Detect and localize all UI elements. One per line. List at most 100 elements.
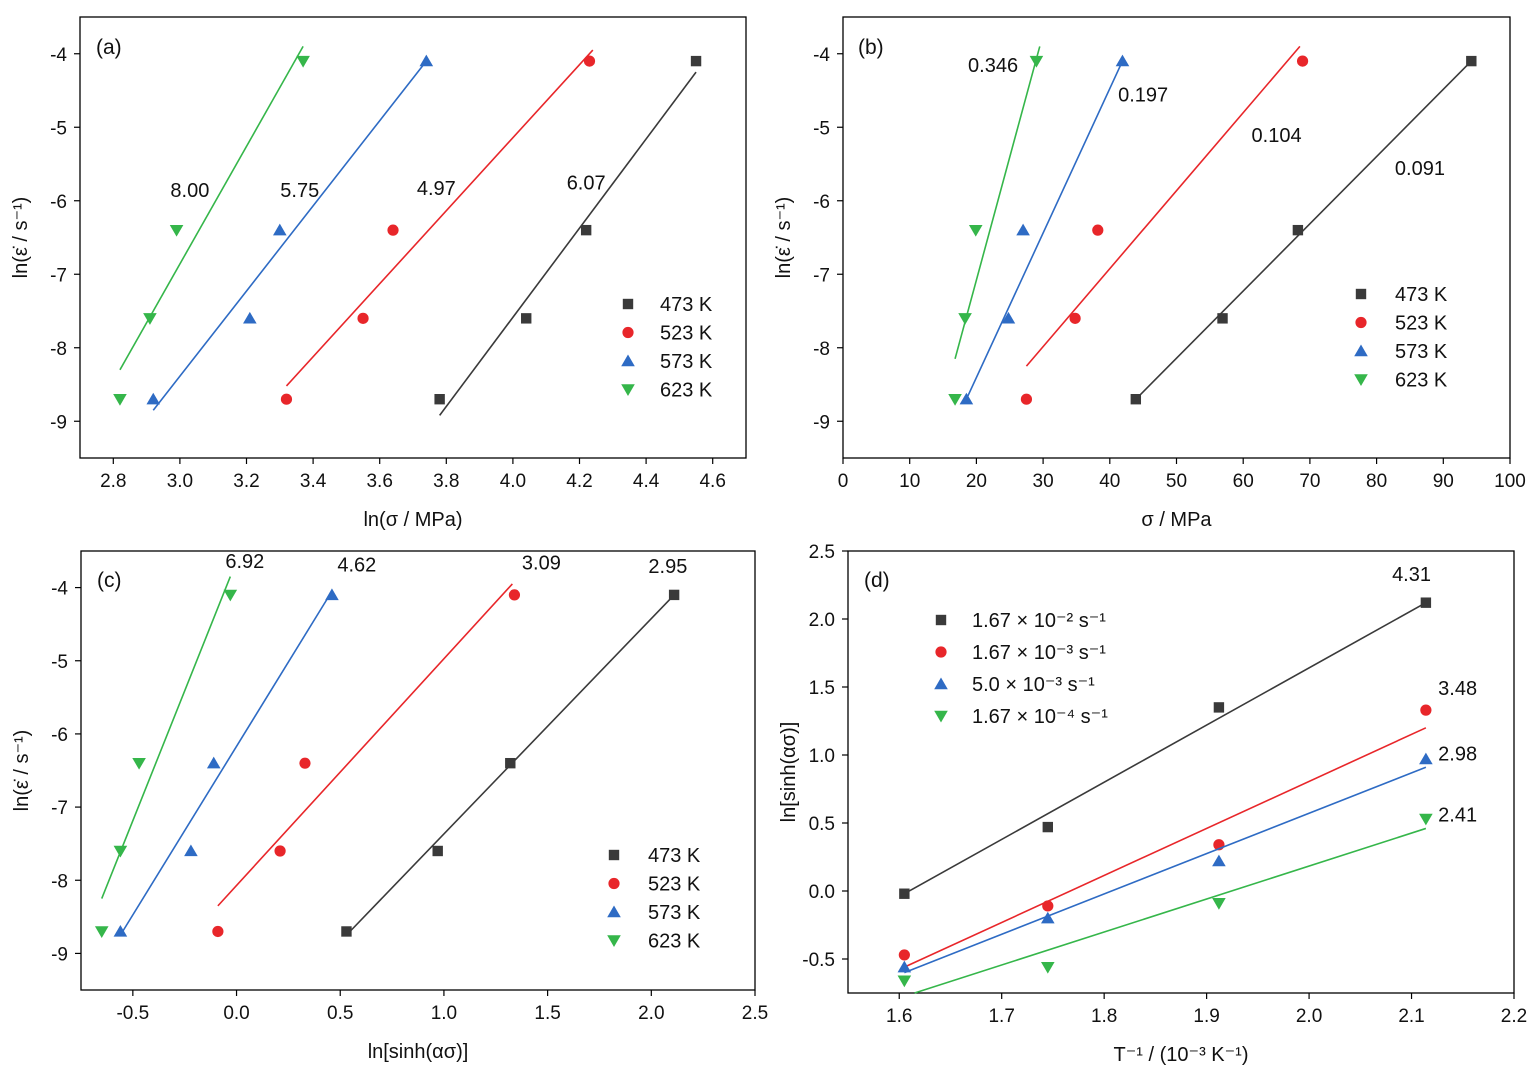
data-point <box>521 313 532 324</box>
fit-line <box>903 601 1427 895</box>
x-tick-label: 3.6 <box>366 471 392 492</box>
y-tick-label: 1.0 <box>809 746 835 767</box>
y-tick-label: -8 <box>50 339 67 360</box>
data-point <box>1212 854 1226 867</box>
data-point <box>508 589 521 601</box>
data-point <box>1420 597 1432 608</box>
x-tick-label: 2.8 <box>100 471 126 492</box>
y-tick-label: -6 <box>51 725 68 746</box>
legend-label: 523 K <box>648 874 701 896</box>
data-point <box>432 845 443 857</box>
data-point <box>325 588 339 601</box>
panel-label: (b) <box>858 36 884 59</box>
fit-line <box>904 766 1427 974</box>
data-point <box>1419 813 1433 826</box>
x-tick-label: 3.4 <box>300 471 327 492</box>
data-point <box>948 394 962 406</box>
data-point <box>899 888 910 899</box>
y-tick-label: 0.5 <box>809 814 835 835</box>
legend-marker <box>608 877 620 890</box>
x-tick-label: 3.8 <box>433 471 459 492</box>
x-tick-label: 3.0 <box>167 471 193 492</box>
legend-marker <box>622 298 634 310</box>
data-point <box>1016 223 1030 236</box>
x-tick-label: 4.0 <box>500 471 526 492</box>
panel-label: (c) <box>97 569 122 592</box>
data-point <box>223 589 238 602</box>
data-point <box>206 756 221 769</box>
data-point <box>1041 911 1055 924</box>
slope-annotation: 4.62 <box>337 554 376 576</box>
legend-marker <box>622 326 634 339</box>
y-axis-label: ln[sinh(ασ)] <box>778 722 800 823</box>
x-tick-label: 1.9 <box>1193 1006 1219 1027</box>
slope-annotation: 3.48 <box>1438 678 1477 700</box>
data-point <box>280 393 293 405</box>
data-point <box>897 975 912 988</box>
chart-panel-2: 0 10 20 30 40 50 60 70 80 90 100 -9 -8 -7 -6 -5 -4 σ / MP… <box>773 16 1526 531</box>
data-point <box>387 224 399 236</box>
fit-line <box>1135 60 1472 400</box>
slope-annotation: 4.31 <box>1392 564 1431 586</box>
legend-marker <box>1354 344 1368 357</box>
slope-annotation: 2.41 <box>1438 805 1477 827</box>
legend-marker <box>607 935 621 947</box>
y-tick-label: -4 <box>50 45 67 66</box>
legend-marker <box>1354 374 1368 386</box>
data-point <box>690 55 702 67</box>
x-tick-label: 10 <box>899 471 920 492</box>
y-tick-label: 0.0 <box>809 882 835 903</box>
x-tick-label: 0.0 <box>223 1003 249 1024</box>
legend: 1.67 × 10⁻² s⁻¹ 1.67 × 10⁻³ s⁻¹ 5.0 × 10⁻³… <box>934 610 1108 728</box>
data-point <box>1115 54 1130 67</box>
x-tick-label: 0.5 <box>327 1003 353 1024</box>
data-point <box>897 960 912 973</box>
x-tick-label: 3.2 <box>233 471 259 492</box>
data-point <box>1042 821 1053 833</box>
legend-label: 5.0 × 10⁻³ s⁻¹ <box>972 674 1095 696</box>
data-point <box>94 926 109 938</box>
legend-label: 623 K <box>648 931 701 953</box>
data-point <box>1466 55 1477 67</box>
data-point <box>132 757 146 770</box>
fit-line <box>152 60 427 411</box>
data-point <box>273 223 287 236</box>
legend: 473 K 523 K 573 K 623 K <box>607 845 701 953</box>
chart-panel-4: 1.6 1.7 1.8 1.9 2.0 2.1 2.2 -0.5 0.0 0.5 1.0 1.5 2.0… <box>778 542 1527 1066</box>
legend-marker <box>621 384 635 396</box>
data-point <box>419 54 434 67</box>
x-tick-label: 1.8 <box>1091 1006 1117 1027</box>
y-tick-label: 2.0 <box>809 610 835 631</box>
legend-marker <box>1355 316 1367 329</box>
x-tick-label: 2.0 <box>1296 1006 1322 1027</box>
y-tick-label: -7 <box>813 265 830 286</box>
data-point <box>212 925 224 938</box>
fit-line <box>914 827 1427 994</box>
x-tick-label: 0 <box>838 471 849 492</box>
data-point <box>113 845 128 858</box>
x-tick-label: 1.6 <box>886 1006 912 1027</box>
slope-annotation: 2.95 <box>648 556 687 578</box>
x-tick-label: 1.0 <box>431 1003 457 1024</box>
x-tick-label: 4.2 <box>566 471 592 492</box>
x-axis-label: σ / MPa <box>1141 509 1212 531</box>
data-point <box>1213 702 1225 713</box>
data-point <box>959 392 974 405</box>
legend-marker <box>934 710 948 723</box>
data-point <box>1001 311 1016 324</box>
data-point <box>958 313 972 325</box>
data-point <box>968 224 983 237</box>
legend-marker <box>934 677 948 690</box>
y-tick-label: -4 <box>813 45 830 66</box>
y-axis-label: ln(ε̇ / s⁻¹) <box>11 730 33 812</box>
data-point <box>1212 898 1226 910</box>
x-tick-label: 80 <box>1366 471 1387 492</box>
data-point <box>357 312 369 324</box>
data-point <box>169 224 184 237</box>
data-point <box>1296 55 1309 67</box>
legend-label: 473 K <box>660 294 713 316</box>
data-point <box>146 392 161 405</box>
data-point <box>583 55 596 67</box>
panel-label: (a) <box>96 36 122 59</box>
legend-label: 1.67 × 10⁻⁴ s⁻¹ <box>972 706 1108 728</box>
